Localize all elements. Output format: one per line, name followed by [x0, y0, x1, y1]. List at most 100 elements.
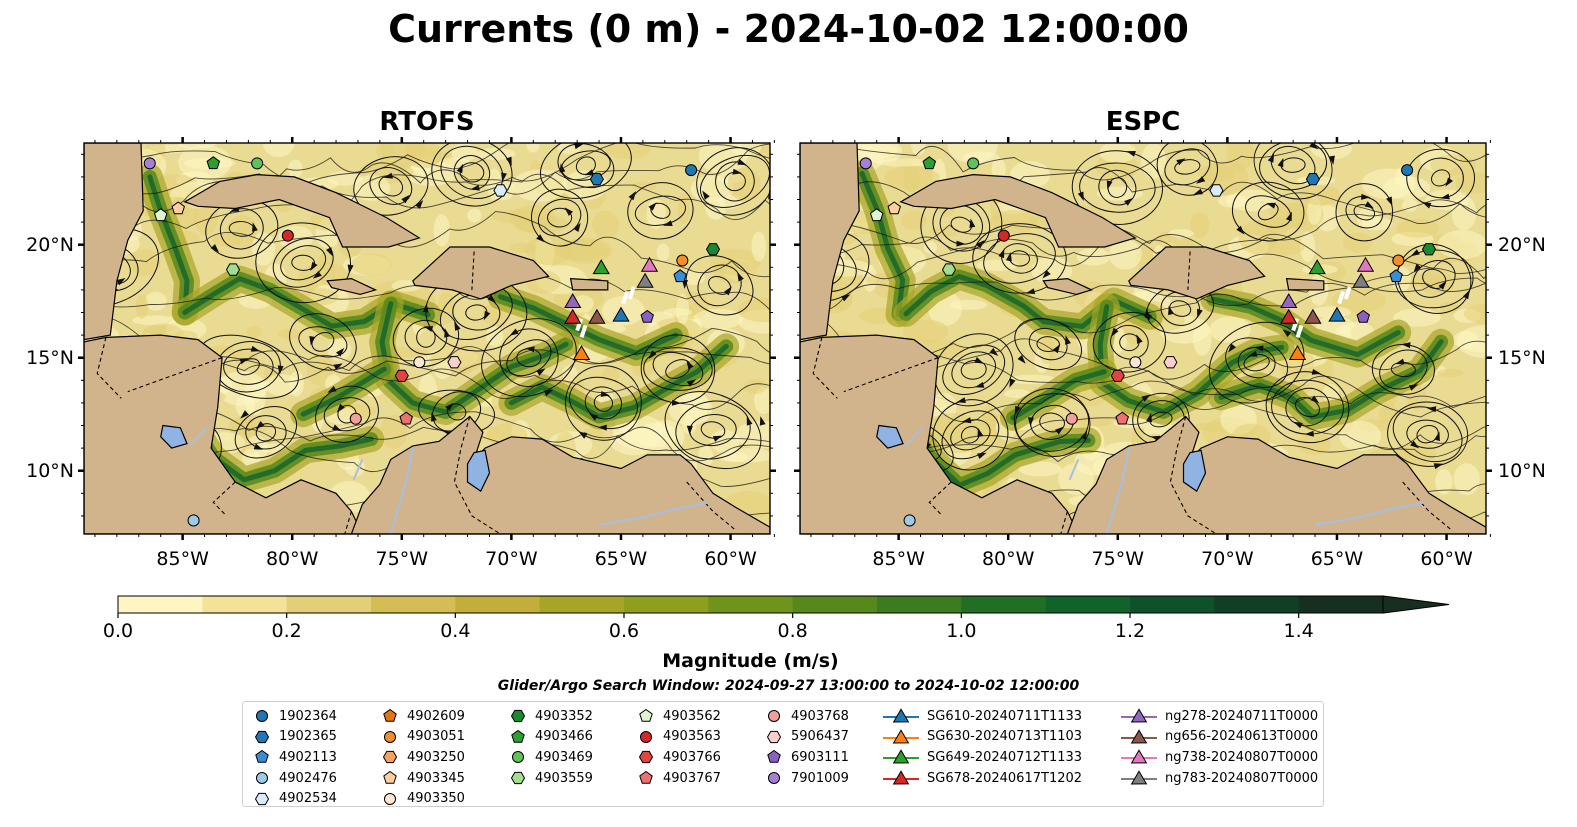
argo-float-1902365[interactable]	[589, 173, 604, 186]
argo-float-5906437[interactable]	[1163, 356, 1178, 369]
argo-float-4902534[interactable]	[493, 184, 508, 197]
argo-float-4903562[interactable]	[153, 208, 168, 222]
argo-float-4903350[interactable]	[413, 356, 426, 369]
legend-label: 4902609	[407, 708, 465, 724]
map-panel-rtofs[interactable]	[50, 97, 816, 572]
argo-float-4902113[interactable]	[1389, 269, 1403, 283]
triangle-marker-icon	[1121, 729, 1157, 744]
argo-float-4902476[interactable]	[903, 514, 916, 527]
legend-column: 4902609 4903051 4903250 4903345 4903350	[381, 706, 465, 809]
glider-ng656-20240613T0000[interactable]	[1304, 308, 1322, 324]
colorbar-segment	[1045, 596, 1131, 613]
argo-float-4903352[interactable]	[705, 243, 721, 256]
colorbar-segment	[202, 596, 288, 613]
argo-float-4903766[interactable]	[394, 369, 409, 382]
argo-float-7901009[interactable]	[859, 157, 872, 170]
legend-label: 4902113	[279, 749, 337, 765]
argo-float-4903350[interactable]	[1129, 356, 1142, 369]
argo-float-4903767[interactable]	[1115, 411, 1129, 425]
legend-item: ng656-20240613T0000	[1121, 727, 1318, 748]
circle-marker-icon	[511, 751, 525, 764]
glider-SG630-20240713T1103[interactable]	[572, 345, 591, 360]
argo-float-4903559[interactable]	[225, 263, 241, 276]
circle-marker-icon	[255, 772, 269, 785]
colorbar-tick-label: 1.4	[1283, 620, 1314, 642]
legend-item: 4903562	[637, 706, 721, 727]
argo-float-4903768[interactable]	[1065, 412, 1078, 425]
argo-float-4903563[interactable]	[997, 229, 1010, 242]
figure-title: Currents (0 m) - 2024-10-02 12:00:00	[388, 7, 1189, 51]
glider-SG649-20240712T1133[interactable]	[1308, 259, 1326, 275]
legend-label: 4903768	[791, 708, 849, 724]
lon-tick-label: 80°W	[265, 548, 319, 570]
triangle-marker-icon	[1121, 749, 1157, 764]
map-panel-espc[interactable]	[769, 119, 1548, 548]
glider-SG610-20240711T1133[interactable]	[1328, 306, 1346, 322]
argo-float-4902113[interactable]	[673, 269, 687, 283]
legend-label: 4903562	[663, 708, 721, 724]
circle-marker-icon	[767, 710, 781, 723]
glider-ng738-20240807T0000[interactable]	[1356, 256, 1375, 272]
colorbar-extend-arrow	[1382, 595, 1450, 614]
argo-float-4903559[interactable]	[941, 263, 957, 276]
colorbar-segment	[371, 596, 456, 613]
argo-float-7901009[interactable]	[143, 157, 156, 170]
argo-float-4903051[interactable]	[676, 254, 689, 267]
hexagon-marker-icon	[254, 730, 270, 743]
colorbar-tick-label: 0.4	[440, 620, 471, 642]
argo-float-4903466[interactable]	[206, 156, 221, 170]
pentagon-marker-icon	[383, 770, 397, 784]
legend-column: SG610-20240711T1133 SG630-20240713T1103 SG…	[883, 706, 1082, 788]
legend-column: 4903562 4903563 4903766 4903767	[637, 706, 721, 788]
legend-label: ng783-20240807T0000	[1165, 770, 1319, 786]
colorbar-tick-label: 0.8	[777, 620, 808, 642]
argo-float-4903345[interactable]	[171, 201, 185, 215]
argo-float-5906437[interactable]	[447, 356, 462, 369]
hexagon-marker-icon	[510, 710, 526, 723]
glider-SG610-20240711T1133[interactable]	[612, 306, 630, 322]
colorbar-segment	[286, 596, 372, 613]
glider-ng656-20240613T0000[interactable]	[588, 308, 606, 324]
argo-float-4903345[interactable]	[887, 201, 901, 215]
colorbar-label: Magnitude (m/s)	[662, 650, 839, 672]
glider-SG678-20240617T1202[interactable]	[1280, 308, 1298, 324]
pentagon-marker-icon	[511, 729, 525, 743]
glider-ng278-20240711T0000[interactable]	[564, 292, 582, 308]
argo-float-4903767[interactable]	[399, 411, 413, 425]
lon-tick-label: 60°W	[1420, 548, 1473, 570]
colorbar-segment	[877, 596, 962, 613]
argo-float-4903469[interactable]	[251, 157, 264, 170]
argo-float-1902364[interactable]	[685, 164, 698, 177]
argo-float-4902534[interactable]	[1209, 184, 1224, 197]
colorbar-segment	[539, 596, 625, 613]
legend-item: 4903559	[509, 768, 593, 789]
argo-float-4902476[interactable]	[187, 514, 200, 527]
colorbar-segment	[1214, 596, 1300, 613]
argo-float-4903768[interactable]	[349, 412, 362, 425]
argo-float-1902364[interactable]	[1401, 164, 1414, 177]
argo-float-4903563[interactable]	[281, 229, 294, 242]
glider-ng738-20240807T0000[interactable]	[640, 256, 659, 272]
glider-ng783-20240807T0000[interactable]	[636, 272, 654, 288]
legend-label: 4903466	[535, 729, 593, 745]
argo-float-4903352[interactable]	[1421, 243, 1437, 256]
glider-ng783-20240807T0000[interactable]	[1352, 272, 1370, 288]
argo-float-4903766[interactable]	[1110, 369, 1125, 382]
argo-float-4903051[interactable]	[1392, 254, 1405, 267]
argo-float-4903562[interactable]	[869, 208, 884, 222]
lon-tick-label: 65°W	[594, 548, 648, 570]
glider-SG678-20240617T1202[interactable]	[564, 308, 582, 324]
argo-float-4903466[interactable]	[922, 156, 937, 170]
argo-float-4903469[interactable]	[967, 157, 980, 170]
legend-label: 4903469	[535, 749, 593, 765]
glider-SG630-20240713T1103[interactable]	[1288, 345, 1307, 360]
hexagon-marker-icon	[766, 730, 782, 743]
argo-float-1902365[interactable]	[1305, 173, 1320, 186]
legend-label: 4902534	[279, 791, 337, 807]
argo-float-6903111[interactable]	[1356, 309, 1370, 323]
argo-float-6903111[interactable]	[640, 309, 654, 323]
glider-ng278-20240711T0000[interactable]	[1280, 292, 1298, 308]
lon-tick-label: 80°W	[981, 548, 1035, 570]
glider-SG649-20240712T1133[interactable]	[592, 259, 610, 275]
